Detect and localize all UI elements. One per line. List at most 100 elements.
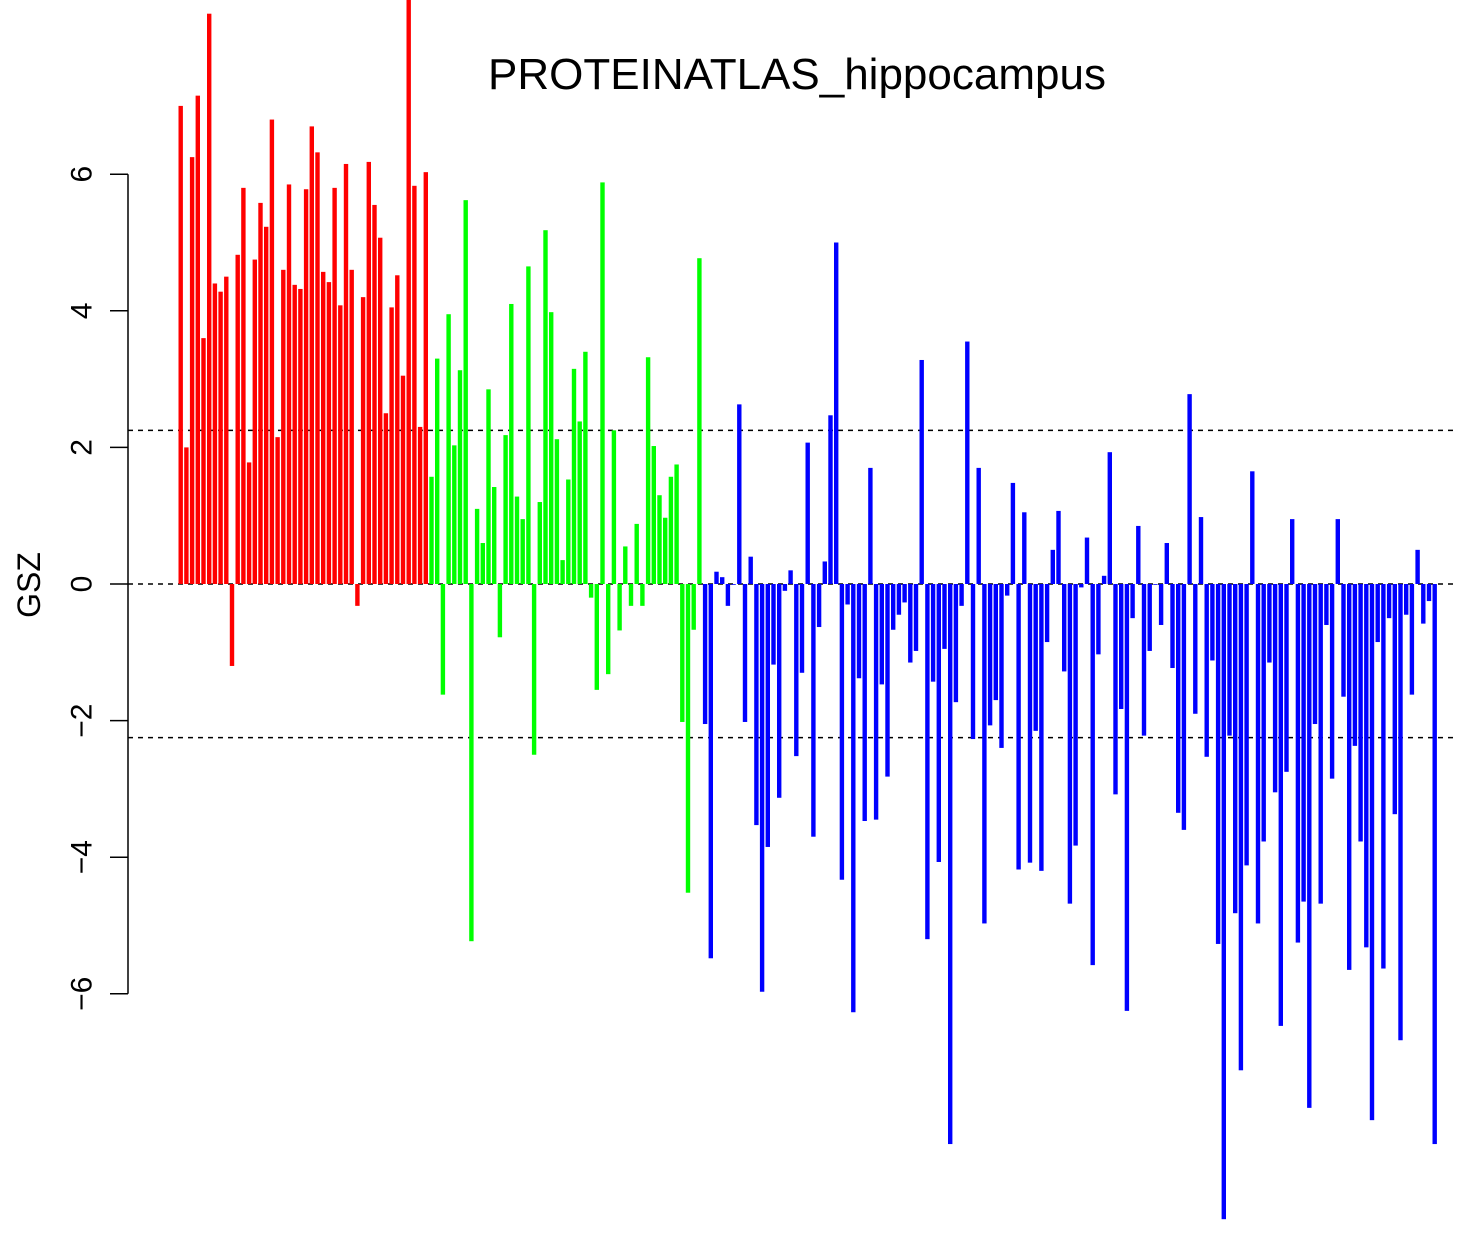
bar xyxy=(725,584,731,606)
bar xyxy=(577,421,582,584)
bar xyxy=(1375,584,1380,643)
bar xyxy=(634,523,639,584)
bar xyxy=(326,282,332,584)
bar xyxy=(435,358,440,584)
bar xyxy=(1392,584,1397,815)
bar xyxy=(1113,584,1118,795)
bar xyxy=(930,584,936,682)
bar xyxy=(714,571,719,584)
bar xyxy=(1067,584,1073,904)
bar xyxy=(554,439,560,584)
bar xyxy=(976,467,981,584)
bar xyxy=(1421,584,1426,624)
bar xyxy=(1341,584,1346,697)
bar xyxy=(811,584,816,837)
bar xyxy=(543,230,548,584)
bar xyxy=(588,584,594,598)
bar xyxy=(720,577,725,584)
bar xyxy=(862,584,867,822)
bar xyxy=(395,275,400,584)
bar xyxy=(822,561,827,584)
bar xyxy=(1398,584,1403,1041)
bar xyxy=(913,584,919,651)
bar xyxy=(1210,584,1215,661)
bar xyxy=(628,584,634,606)
bar xyxy=(258,202,263,585)
bar xyxy=(1227,584,1232,736)
bar xyxy=(1307,584,1312,1108)
bar xyxy=(252,259,257,584)
bar xyxy=(275,437,280,584)
y-tick-label: 4 xyxy=(66,302,99,319)
bar xyxy=(1056,510,1061,584)
bar xyxy=(366,161,371,584)
bar xyxy=(942,584,947,649)
bar xyxy=(1352,584,1358,746)
bar xyxy=(1158,584,1164,625)
bar xyxy=(885,584,890,777)
bar xyxy=(452,445,457,584)
bar xyxy=(235,254,240,584)
bar xyxy=(1261,584,1266,842)
bar xyxy=(828,415,833,584)
bar xyxy=(497,584,503,638)
bar xyxy=(303,189,309,584)
bar xyxy=(731,584,736,585)
bar xyxy=(549,312,554,584)
bar xyxy=(1369,584,1375,1121)
bar xyxy=(970,584,976,740)
bar xyxy=(241,187,246,585)
bar xyxy=(195,95,200,584)
bar xyxy=(936,584,941,862)
bar xyxy=(463,200,468,585)
bar xyxy=(925,584,930,940)
bar xyxy=(1364,584,1369,948)
bar xyxy=(264,226,269,584)
y-tick-label: 6 xyxy=(66,166,99,183)
bar xyxy=(1335,519,1340,584)
bar xyxy=(987,584,993,726)
bar xyxy=(509,303,514,584)
bar xyxy=(514,496,520,584)
bar xyxy=(674,464,679,584)
bar xyxy=(1084,537,1090,584)
y-axis: 6 4 2 0 −2 −4 −6 xyxy=(66,166,129,1011)
bar xyxy=(1096,584,1101,655)
bar xyxy=(606,584,611,675)
bar xyxy=(1244,584,1249,866)
bar xyxy=(1170,584,1175,669)
bar xyxy=(560,560,565,584)
bar xyxy=(908,584,913,663)
bar xyxy=(948,584,953,1145)
bar xyxy=(645,357,651,584)
bar xyxy=(1290,519,1295,584)
bar xyxy=(805,442,810,584)
bar xyxy=(349,269,354,584)
bar xyxy=(685,584,691,893)
y-tick-label: 2 xyxy=(66,439,99,456)
bar xyxy=(343,163,349,584)
bar xyxy=(1250,471,1255,584)
bar xyxy=(902,584,907,603)
bar xyxy=(1204,584,1209,757)
bar xyxy=(412,185,417,584)
bar xyxy=(777,584,782,798)
bar xyxy=(657,495,662,584)
bar xyxy=(640,584,645,606)
bar xyxy=(1164,543,1169,584)
bar xyxy=(503,435,508,584)
bar xyxy=(891,584,896,630)
bar xyxy=(1119,584,1124,709)
bar xyxy=(1284,584,1289,772)
y-tick-label: 0 xyxy=(66,576,99,593)
bar xyxy=(201,338,206,584)
bar xyxy=(1039,584,1044,871)
bar xyxy=(583,351,588,584)
chart-title: PROTEINATLAS_hippocampus xyxy=(488,50,1106,99)
bar xyxy=(1415,549,1420,584)
bar xyxy=(1324,584,1329,625)
bar xyxy=(520,519,525,584)
bar xyxy=(834,242,839,584)
bar xyxy=(1044,584,1050,643)
bar xyxy=(1221,584,1226,1220)
